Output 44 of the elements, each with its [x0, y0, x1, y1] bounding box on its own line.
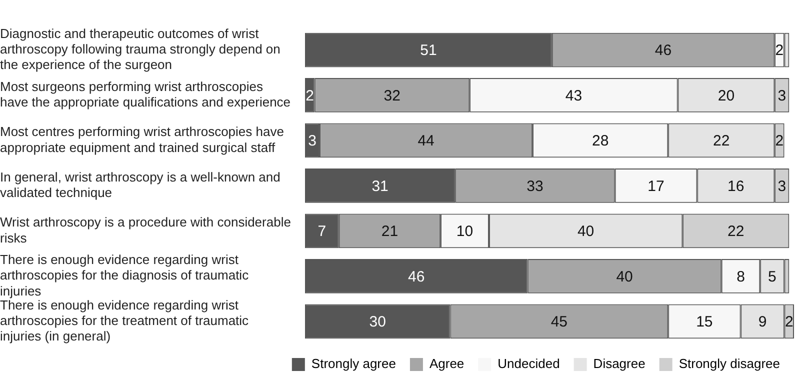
data-label: 40: [616, 268, 633, 286]
y-tick-label: There is enough evidence regarding wrist arthroscopies for the diagnosis of traumatic injuries: [0, 252, 250, 298]
data-label: 3: [778, 87, 786, 104]
data-label: 51: [420, 42, 437, 60]
data-label: 3: [778, 178, 786, 195]
data-label: 21: [381, 223, 398, 240]
data-label: 2: [784, 314, 794, 331]
data-label: 43: [565, 87, 582, 104]
data-label: 33: [526, 178, 544, 195]
data-label: 40: [577, 223, 594, 240]
data-label: 9: [758, 314, 767, 331]
data-label: 2: [306, 87, 314, 104]
data-label: 17: [648, 178, 664, 195]
data-label: 30: [369, 314, 386, 331]
data-label: 3: [308, 132, 316, 150]
data-label: 16: [728, 178, 744, 195]
data-label: 45: [550, 314, 568, 331]
data-label: 46: [408, 268, 425, 286]
y-tick-label: Most centres performing wrist arthroscopies have appropriate equipment and trained surgical staff: [0, 124, 284, 155]
legend-label: Strongly disagree: [678, 356, 780, 372]
legend-label: Agree: [429, 356, 464, 372]
data-label: 31: [372, 178, 388, 195]
legend-label: Undecided: [498, 356, 560, 372]
y-tick-label: Diagnostic and therapeutic outcomes of wrist arthroscopy following trauma strongly depend on the experience of the surgeon: [0, 26, 280, 72]
legend-label: Strongly agree: [311, 356, 396, 372]
y-tick-label: There is enough evidence regarding wrist arthroscopies for the treatment of traumatic injuries (in general): [0, 297, 250, 344]
data-label: 46: [654, 42, 672, 60]
data-label: 22: [713, 132, 730, 150]
data-label: 44: [418, 132, 434, 150]
data-label: 2: [775, 42, 784, 60]
data-label: 20: [718, 87, 735, 104]
data-label: 2: [775, 132, 784, 150]
data-label: 15: [696, 314, 713, 331]
y-tick-label: Most surgeons performing wrist arthroscopies have the appropriate qualifications and experience: [0, 79, 291, 110]
legend-label: Disagree: [593, 356, 646, 372]
data-label: 10: [456, 223, 474, 240]
data-label: 22: [728, 223, 744, 240]
y-tick-label: Wrist arthroscopy is a procedure with considerable risks: [0, 214, 291, 246]
data-label: 28: [592, 132, 609, 150]
data-label: 5: [768, 268, 776, 286]
data-label: 8: [736, 268, 745, 286]
data-label: 7: [318, 223, 326, 240]
data-label: 32: [384, 87, 400, 104]
y-tick-label: In general, wrist arthroscopy is a well-known and validated technique: [0, 169, 280, 200]
